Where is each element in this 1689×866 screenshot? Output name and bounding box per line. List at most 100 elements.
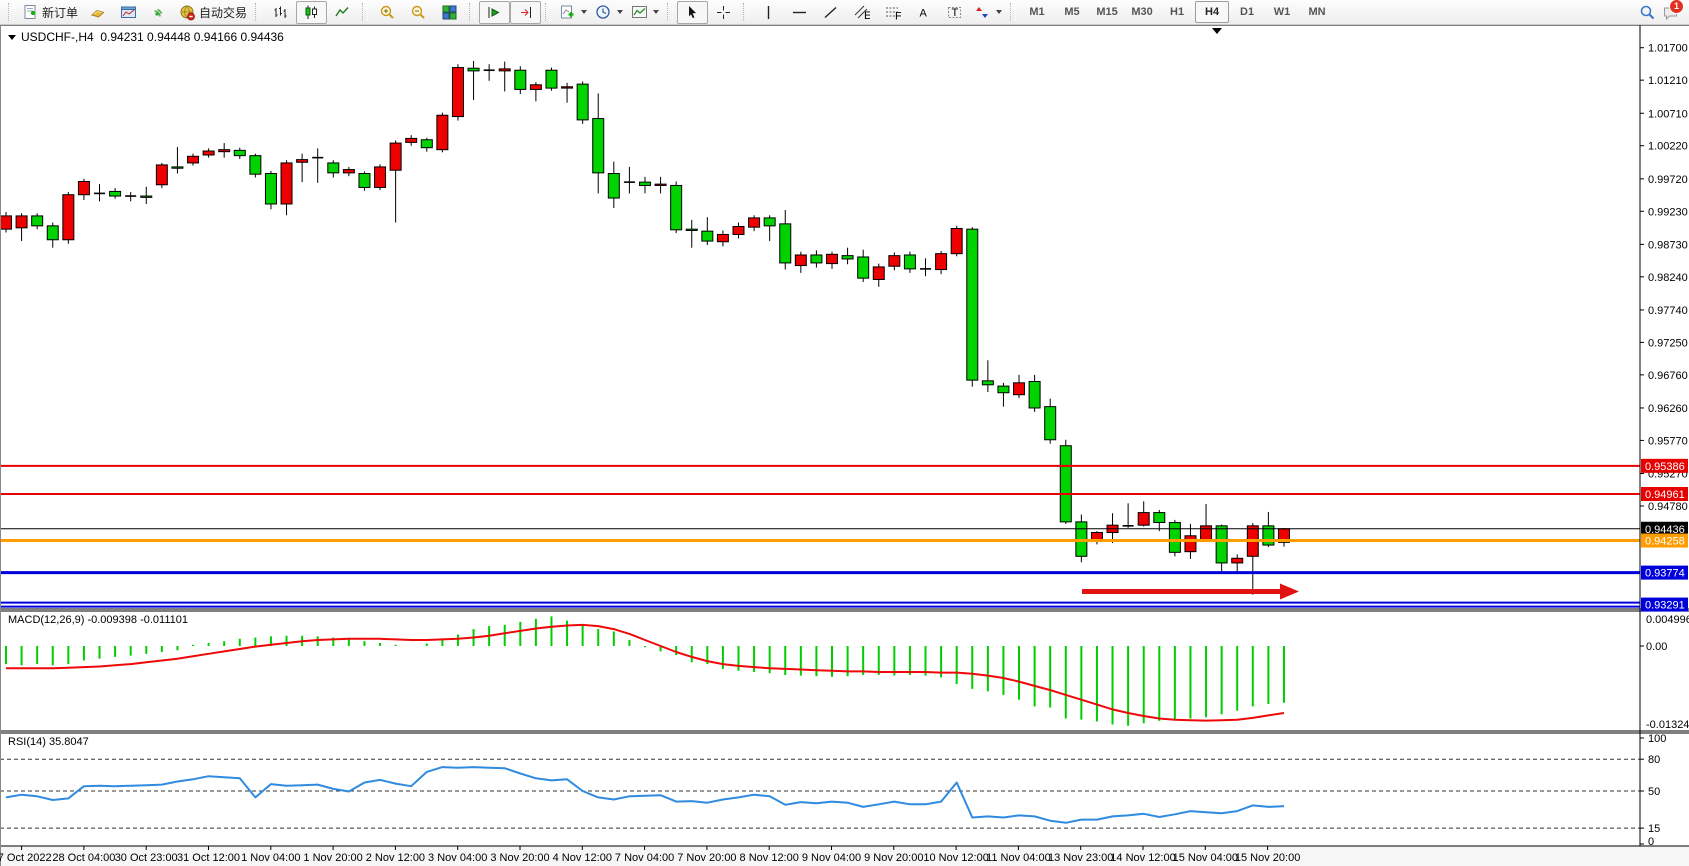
cursor-tool-button[interactable] — [677, 0, 709, 24]
svg-text:A: A — [920, 7, 928, 19]
zoom-out-button[interactable] — [403, 1, 434, 24]
indicators-button[interactable] — [555, 1, 591, 24]
chart-window-button[interactable] — [113, 1, 144, 24]
candle-bull — [15, 215, 28, 229]
toolbar: 新订单 — [0, 0, 1689, 25]
candle-bear — [514, 69, 527, 90]
templates-button[interactable] — [627, 1, 663, 24]
search-icon[interactable] — [1639, 4, 1656, 21]
timeframe-button-M15[interactable]: M15 — [1096, 6, 1118, 18]
svg-text:1 Nov 20:00: 1 Nov 20:00 — [303, 852, 362, 864]
candle-bear — [685, 228, 698, 231]
timeframe-button-M5[interactable]: M5 — [1064, 6, 1080, 18]
periods-button[interactable] — [591, 1, 627, 24]
price-flag — [1641, 533, 1688, 548]
horizontal-line-tool-button[interactable] — [784, 1, 815, 24]
timeframe-button-D1[interactable]: D1 — [1240, 6, 1255, 18]
text-tool-button[interactable]: A — [908, 1, 939, 24]
timeframe-button-H1[interactable]: H1 — [1170, 6, 1185, 18]
svg-text:50: 50 — [1648, 786, 1660, 798]
candle-bull — [654, 183, 667, 186]
svg-text:15: 15 — [1648, 823, 1660, 835]
candle-bull — [561, 86, 574, 89]
chart-shift-button[interactable] — [510, 0, 542, 24]
svg-text:7 Nov 20:00: 7 Nov 20:00 — [677, 852, 736, 864]
equidistant-channel-icon: E — [854, 5, 870, 21]
fibonacci-tool-button[interactable]: F — [877, 1, 908, 24]
price-flag — [1641, 521, 1688, 536]
timeframe-button-M30[interactable]: M30 — [1131, 6, 1153, 18]
line-chart-button[interactable] — [327, 1, 358, 24]
candle-bull — [716, 233, 729, 243]
candle-bull — [748, 217, 761, 228]
auto-scroll-button[interactable] — [479, 0, 511, 24]
candle-bear — [171, 166, 184, 169]
svg-text:9 Nov 04:00: 9 Nov 04:00 — [802, 852, 861, 864]
signals-button[interactable] — [144, 1, 175, 24]
candle-bull — [389, 142, 402, 171]
new-order-label: 新订单 — [42, 5, 79, 20]
timeframe-button-M1[interactable]: M1 — [1029, 6, 1045, 18]
price-flag — [1641, 458, 1688, 473]
one-click-panel-toggle[interactable] — [1212, 28, 1222, 34]
channel-tool-button[interactable]: E — [846, 1, 877, 24]
pane-borders — [0, 24, 1689, 866]
tile-windows-button[interactable] — [434, 1, 465, 24]
crosshair-tool-button[interactable] — [708, 1, 739, 24]
candle-bull — [794, 254, 807, 267]
candle-bull — [202, 150, 215, 156]
timeframe-button-W1[interactable]: W1 — [1273, 6, 1291, 18]
svg-text:0.93774: 0.93774 — [1645, 568, 1685, 580]
zoom-in-button[interactable] — [372, 1, 403, 24]
vertical-line-tool-button[interactable] — [753, 1, 784, 24]
candle-bull — [187, 155, 200, 164]
trend-arrow[interactable] — [1082, 583, 1299, 600]
candle-bull — [436, 114, 449, 151]
new-order-icon — [24, 4, 36, 19]
svg-text:0.95386: 0.95386 — [1645, 461, 1685, 473]
candle-bear — [592, 118, 605, 174]
candle-bear — [140, 195, 153, 198]
trendline-tool-button[interactable] — [815, 1, 846, 24]
bar-chart-button[interactable] — [265, 1, 296, 24]
trendline-icon — [824, 6, 837, 18]
market-depth-button[interactable] — [82, 1, 113, 24]
toolbar-grip — [667, 3, 674, 21]
auto-trading-label: 自动交易 — [199, 5, 248, 20]
candle-bull — [451, 67, 464, 118]
candle-bull — [935, 253, 948, 271]
price-flag — [1641, 565, 1688, 580]
candle-bear — [327, 162, 340, 174]
candle-bear — [1028, 380, 1041, 409]
toolbar-grip — [362, 3, 369, 21]
svg-text:0.94780: 0.94780 — [1648, 501, 1688, 513]
auto-trading-button[interactable]: 自动交易 — [175, 1, 251, 24]
candle-bull — [826, 253, 839, 265]
svg-text:1.00710: 1.00710 — [1648, 108, 1688, 120]
text-label-tool-button[interactable]: T — [939, 1, 970, 24]
toolbar-grip — [545, 3, 552, 21]
candle-bull — [405, 137, 418, 143]
svg-text:0.98730: 0.98730 — [1648, 239, 1688, 251]
candle-bull — [1013, 382, 1026, 396]
svg-text:0.94258: 0.94258 — [1645, 536, 1685, 548]
timeframe-button-H4[interactable]: H4 — [1195, 1, 1230, 23]
notifications-button[interactable]: 1 — [1662, 0, 1684, 21]
svg-text:4 Nov 12:00: 4 Nov 12:00 — [553, 852, 612, 864]
gold-bar-icon — [91, 9, 105, 18]
horizontal-lines-layer[interactable] — [0, 464, 1640, 608]
svg-text:1.01700: 1.01700 — [1648, 43, 1688, 55]
chart-canvas[interactable]: 1.01700 1.01210 1.00710 1.00220 0.99720 0.992… — [0, 24, 1689, 866]
arrows-tool-button[interactable] — [970, 1, 1006, 24]
text-label-icon: T — [948, 6, 962, 19]
svg-text:28 Oct 04:00: 28 Oct 04:00 — [52, 852, 115, 864]
new-order-button[interactable]: 新订单 — [18, 1, 82, 24]
svg-text:1.00220: 1.00220 — [1648, 141, 1688, 153]
signal-icon — [154, 8, 163, 17]
candlestick-chart-button[interactable] — [296, 0, 328, 24]
candle-bear — [763, 217, 776, 227]
timeframe-button-MN[interactable]: MN — [1308, 6, 1326, 18]
candle-bear — [966, 228, 979, 381]
